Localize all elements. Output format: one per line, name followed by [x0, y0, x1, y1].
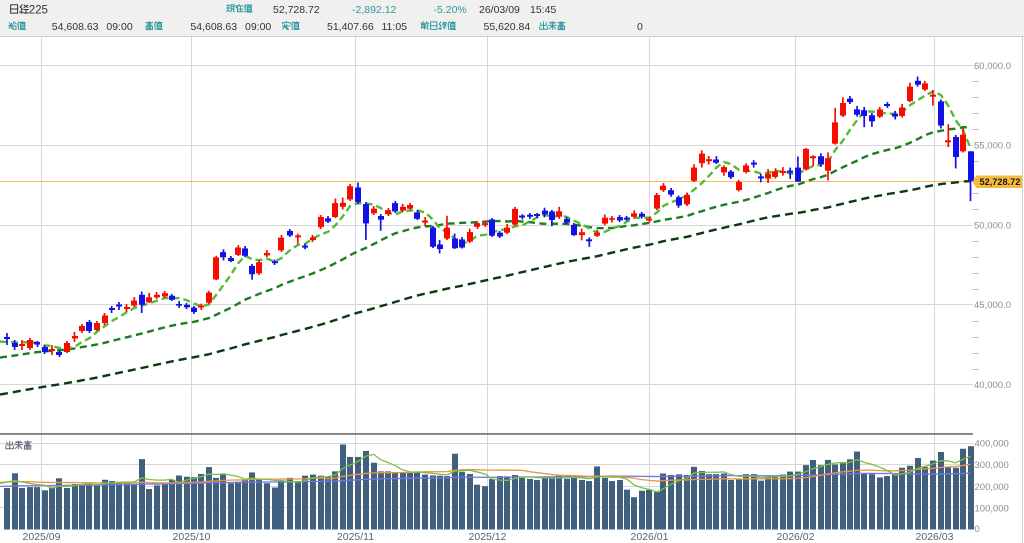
svg-text:2026/01: 2026/01 — [631, 531, 669, 543]
svg-text:-5.20%: -5.20% — [434, 4, 467, 16]
svg-text:55,000.0: 55,000.0 — [974, 141, 1011, 152]
svg-text:400,000: 400,000 — [975, 439, 1009, 450]
svg-text:300,000: 300,000 — [975, 460, 1009, 471]
svg-text:2025/12: 2025/12 — [469, 531, 507, 543]
svg-text:09:00: 09:00 — [245, 21, 271, 33]
svg-text:2025/09: 2025/09 — [23, 531, 61, 543]
svg-text:2025/10: 2025/10 — [173, 531, 211, 543]
svg-text:60,000.0: 60,000.0 — [974, 61, 1011, 72]
svg-text:100,000: 100,000 — [975, 503, 1009, 514]
svg-text:2025/11: 2025/11 — [337, 531, 374, 543]
svg-text:15:45: 15:45 — [530, 4, 556, 16]
svg-text:0: 0 — [637, 21, 643, 33]
svg-text:45,000.0: 45,000.0 — [974, 300, 1011, 311]
svg-text:52,728.72: 52,728.72 — [980, 177, 1021, 187]
svg-text:51,407.66: 51,407.66 — [327, 21, 374, 33]
svg-text:09:00: 09:00 — [106, 21, 132, 33]
svg-text:26/03/09: 26/03/09 — [479, 4, 520, 16]
svg-text:2026/03: 2026/03 — [916, 531, 954, 543]
svg-text:225: 225 — [29, 5, 48, 17]
svg-text:-2,892.12: -2,892.12 — [352, 4, 397, 16]
svg-text:55,620.84: 55,620.84 — [484, 21, 531, 33]
svg-text:200,000: 200,000 — [975, 482, 1009, 493]
svg-text:11:05: 11:05 — [382, 21, 408, 33]
svg-text:2026/02: 2026/02 — [777, 531, 815, 543]
svg-text:50,000.0: 50,000.0 — [974, 220, 1011, 231]
svg-text:0: 0 — [975, 524, 980, 535]
svg-text:54,608.63: 54,608.63 — [190, 21, 237, 33]
svg-text:52,728.72: 52,728.72 — [273, 4, 320, 16]
svg-text:54,608.63: 54,608.63 — [52, 21, 99, 33]
svg-text:40,000.0: 40,000.0 — [974, 380, 1011, 391]
